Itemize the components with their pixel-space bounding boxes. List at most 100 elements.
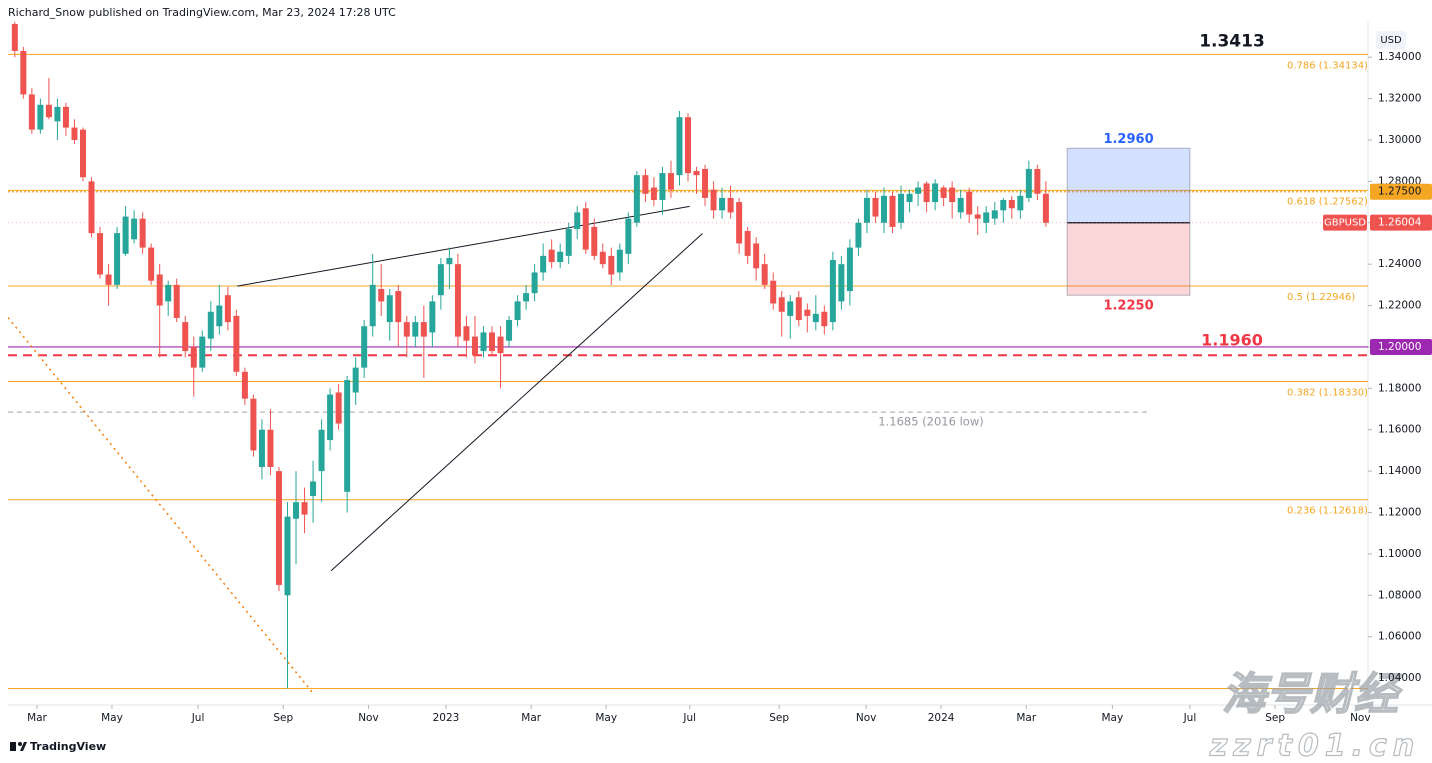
candle-body	[727, 197, 734, 213]
candle-body	[898, 193, 905, 223]
candle-body	[293, 502, 300, 519]
candle-body	[650, 187, 657, 200]
candle-body	[224, 295, 231, 323]
candle-body	[744, 231, 751, 256]
symbol-tag-label: GBPUSD	[1324, 218, 1366, 229]
watermark-title: 海号财经	[1222, 669, 1403, 720]
candle-body	[940, 187, 947, 198]
candle-body	[361, 326, 368, 368]
candle-body	[889, 195, 896, 227]
candle-body	[642, 175, 649, 194]
candle-body	[932, 183, 939, 203]
candle-body	[250, 398, 257, 451]
candle-body	[957, 197, 964, 213]
y-tick-label: 1.10000	[1378, 548, 1421, 560]
candle-body	[863, 197, 870, 223]
trendline	[8, 317, 313, 693]
candle-body	[241, 371, 248, 399]
candle-body	[693, 171, 700, 176]
candle-body	[506, 320, 513, 341]
price-tag	[1370, 183, 1432, 200]
candle-body	[182, 322, 189, 352]
y-tick-label: 1.08000	[1378, 589, 1421, 601]
price-tag-label: 1.20000	[1378, 341, 1421, 353]
candle-body	[778, 297, 785, 312]
candle-body	[659, 173, 666, 200]
candle-body	[335, 392, 342, 424]
candle-body	[1000, 199, 1007, 211]
candle-body	[471, 336, 478, 356]
x-tick-label: Nov	[358, 712, 379, 724]
candle-body	[233, 315, 240, 372]
candle-body	[412, 322, 419, 337]
candle-body	[267, 429, 274, 467]
candle-body	[463, 326, 470, 341]
candle-body	[983, 212, 990, 223]
candle-body	[531, 272, 538, 294]
stop-zone	[1066, 222, 1191, 296]
symbol-tag	[1323, 214, 1367, 231]
brand: TradingView	[30, 740, 106, 753]
candle-body	[275, 471, 282, 585]
trendline	[330, 233, 703, 572]
candle-body	[625, 218, 632, 254]
candle-body	[437, 264, 444, 296]
candle-body	[949, 187, 956, 203]
candle-body	[872, 197, 879, 217]
logo-mark	[18, 742, 22, 746]
candle-body	[667, 173, 674, 190]
candle-body	[702, 168, 709, 198]
candle-body	[344, 380, 351, 492]
candle-body	[122, 216, 129, 254]
logo-mark	[20, 742, 27, 751]
currency-label: USD	[1380, 35, 1402, 46]
y-tick-label: 1.06000	[1378, 631, 1421, 643]
x-tick-label: Jul	[682, 712, 696, 724]
fib-label: 0.236 (1.12618)	[1287, 506, 1368, 517]
candle-body	[991, 210, 998, 219]
trendline	[237, 205, 690, 287]
watermark-site: zzrt01.cn	[1209, 729, 1420, 763]
y-tick-label: 1.18000	[1378, 382, 1421, 394]
candle-body	[489, 332, 496, 352]
candle-body	[846, 247, 853, 292]
candle-body	[855, 222, 862, 248]
last-price-label: 1.26004	[1378, 217, 1422, 229]
candle-body	[685, 117, 691, 174]
x-tick-label: Mar	[27, 712, 47, 724]
candle-body	[310, 481, 317, 496]
candle-body	[761, 264, 768, 285]
candle-body	[719, 197, 726, 211]
candle-body	[1042, 193, 1049, 223]
y-tick-label: 1.14000	[1378, 465, 1421, 477]
candle-body	[148, 247, 155, 281]
x-tick-label: May	[1102, 712, 1124, 724]
candle-body	[880, 195, 887, 223]
candle-body	[20, 50, 27, 95]
candle-body	[207, 311, 214, 339]
byline: Richard_Snow published on TradingView.co…	[8, 6, 396, 19]
candle-body	[804, 309, 811, 316]
x-tick-label: Mar	[1016, 712, 1036, 724]
y-tick-label: 1.34000	[1378, 51, 1421, 63]
candle-body	[906, 193, 913, 203]
candle-body	[352, 367, 359, 393]
candle-body	[915, 187, 922, 194]
candle-body	[574, 212, 581, 229]
target-zone	[1066, 147, 1191, 224]
price-callout: 1.3413	[1199, 31, 1265, 51]
currency-box[interactable]	[1376, 31, 1406, 49]
candle-body	[199, 336, 206, 368]
candle-body	[514, 301, 521, 321]
candle-body	[386, 295, 393, 323]
fib-label: 0.786 (1.34134)	[1287, 60, 1368, 71]
price-tag-label: 1.27500	[1378, 186, 1421, 198]
candle-body	[795, 297, 802, 321]
candle-body	[454, 264, 461, 337]
x-tick-label: Jul	[1183, 712, 1197, 724]
candle-body	[369, 284, 376, 327]
candle-body	[114, 233, 121, 285]
plot-area	[8, 22, 1368, 693]
fib-label: 0.5 (1.22946)	[1287, 292, 1355, 303]
